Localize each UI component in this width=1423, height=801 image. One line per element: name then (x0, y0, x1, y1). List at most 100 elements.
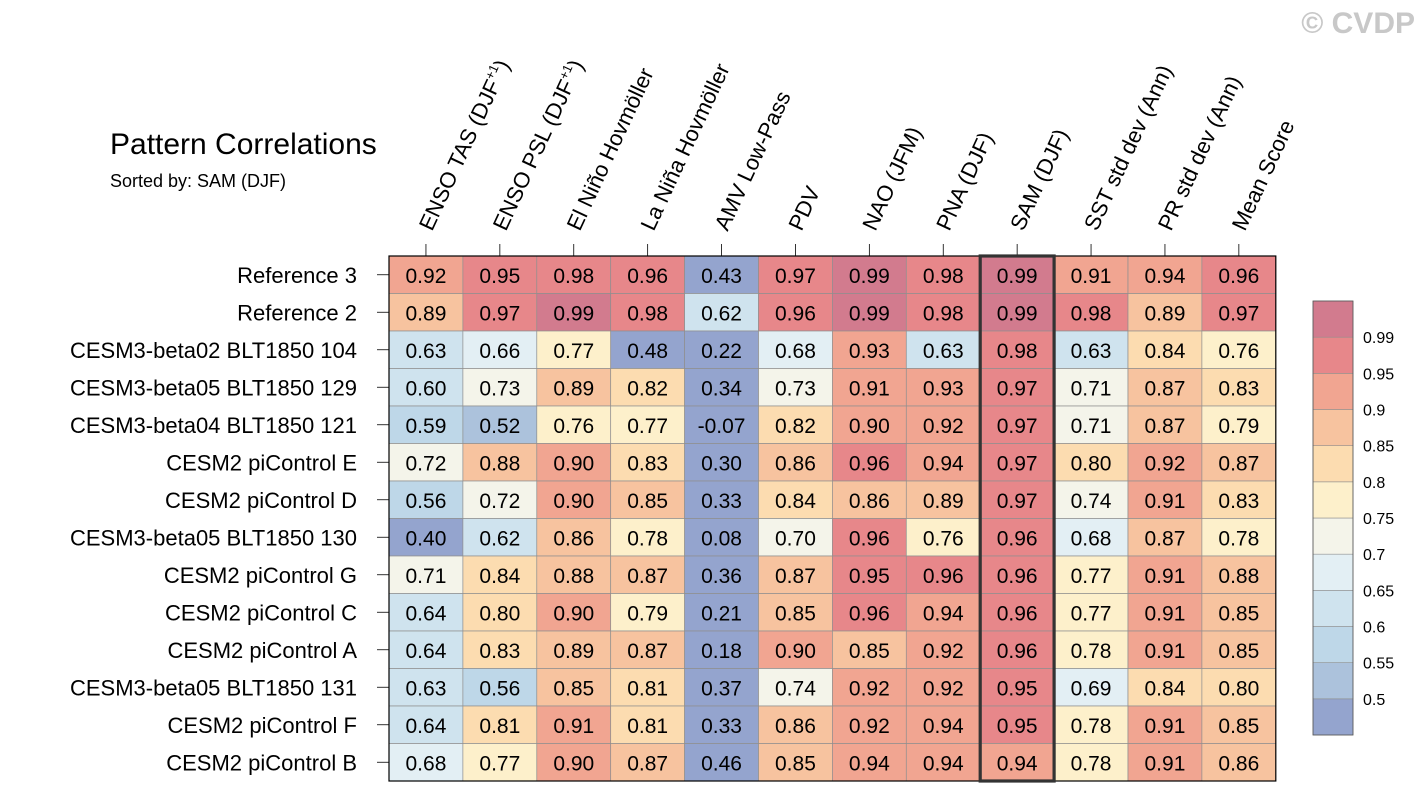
cell-value: 0.80 (1071, 452, 1112, 475)
cell-value: 0.94 (997, 752, 1038, 775)
cell-value: 0.78 (1071, 640, 1112, 663)
cell-value: 0.96 (997, 565, 1038, 588)
cell-value: 0.96 (923, 565, 964, 588)
cell-value: 0.88 (1218, 565, 1259, 588)
cell-value: 0.97 (997, 415, 1038, 438)
cell-value: 0.76 (1218, 340, 1259, 363)
heatmap-cell (979, 255, 1055, 294)
cell-value: 0.80 (479, 602, 520, 625)
heatmap-cell (462, 705, 538, 744)
heatmap-cell (536, 368, 612, 407)
heatmap-cell (1127, 705, 1203, 744)
heatmap-cell (979, 330, 1055, 369)
cell-value: 0.52 (479, 415, 520, 438)
row-label-cesm2-picontrol-g: CESM2 piControl G (164, 563, 357, 588)
colorbar-label: 0.6 (1363, 620, 1385, 637)
column-label-sam-djf: SAM (DJF) (1005, 125, 1074, 234)
cell-value: 0.97 (997, 490, 1038, 513)
heatmap-cell (1127, 668, 1203, 707)
heatmap-cell (758, 330, 833, 369)
cell-value: 0.98 (1071, 302, 1112, 325)
cell-value: 0.88 (479, 452, 520, 475)
cell-value: 0.63 (923, 340, 964, 363)
heatmap-cell (684, 743, 759, 782)
grid-border (388, 255, 1277, 782)
cell-value: 0.72 (406, 452, 447, 475)
cell-value: 0.87 (1218, 452, 1259, 475)
heatmap-cell (1201, 555, 1277, 594)
cell-value: 0.62 (479, 527, 520, 550)
cell-value: 0.91 (553, 715, 594, 738)
colorbar-segment (1312, 409, 1354, 446)
cell-value: 0.97 (479, 302, 520, 325)
cell-value: 0.80 (1218, 677, 1259, 700)
column-label-text: PNA (DJF) (931, 128, 998, 234)
cell-value: 0.73 (479, 377, 520, 400)
cell-value: 0.22 (701, 340, 742, 363)
heatmap-cell (684, 518, 759, 557)
heatmap-cell (758, 593, 833, 632)
cell-value: 0.97 (997, 452, 1038, 475)
cell-value: 0.74 (775, 677, 816, 700)
cell-value: 0.71 (1071, 415, 1112, 438)
heatmap-cell (610, 368, 685, 407)
cell-value: 0.94 (923, 715, 964, 738)
heatmap-cell (684, 443, 759, 482)
cell-value: 0.91 (1071, 265, 1112, 288)
heatmap-cell (979, 480, 1055, 519)
watermark: © CVDP (1301, 7, 1415, 40)
cell-value: 0.89 (406, 302, 447, 325)
heatmap-cell (832, 368, 907, 407)
row-label-cesm2-picontrol-f: CESM2 piControl F (167, 713, 357, 738)
heatmap-cell (832, 743, 907, 782)
cell-value: 0.85 (1218, 715, 1259, 738)
row-label-cesm2-picontrol-d: CESM2 piControl D (165, 488, 357, 513)
cell-value: 0.97 (1218, 302, 1259, 325)
column-label-text: ENSO PSL (DJF (488, 76, 580, 234)
cell-value: 0.33 (701, 490, 742, 513)
heatmap-cell (684, 668, 759, 707)
heatmap-cell (1127, 443, 1203, 482)
cell-value: 0.78 (1071, 752, 1112, 775)
heatmap-cell (758, 518, 833, 557)
cell-value: 0.95 (997, 715, 1038, 738)
cell-value: 0.84 (1145, 677, 1186, 700)
cell-value: 0.77 (1071, 565, 1112, 588)
cell-value: 0.86 (775, 452, 816, 475)
cell-value: -0.07 (698, 415, 746, 438)
cell-value: 0.92 (923, 677, 964, 700)
colorbar-label: 0.7 (1363, 547, 1385, 564)
colorbar-label: 0.8 (1363, 475, 1385, 492)
cell-value: 0.77 (479, 752, 520, 775)
heatmap-cell (1201, 630, 1277, 669)
column-label-superscript: +1 (482, 62, 502, 82)
heatmap-cell (536, 668, 612, 707)
heatmap-cell (610, 593, 685, 632)
heatmap-cell (1053, 668, 1129, 707)
heatmap-cell (1053, 405, 1129, 444)
cell-value: 0.77 (627, 415, 668, 438)
cell-value: 0.97 (775, 265, 816, 288)
heatmap-cell (536, 255, 612, 294)
heatmap-cell (1127, 368, 1203, 407)
heatmap-cell (536, 293, 612, 332)
row-label-cesm3-beta05-blt1850-129: CESM3-beta05 BLT1850 129 (70, 375, 357, 400)
heatmap-cell (758, 668, 833, 707)
heatmap-cell (905, 743, 981, 782)
colorbar-segment (1312, 590, 1354, 627)
colorbar-label: 0.75 (1363, 511, 1394, 528)
cell-value: 0.96 (627, 265, 668, 288)
cell-value: 0.98 (627, 302, 668, 325)
cell-value: 0.68 (775, 340, 816, 363)
cell-value: 0.96 (849, 452, 890, 475)
cell-value: 0.94 (1145, 265, 1186, 288)
heatmap-cell (1201, 293, 1277, 332)
cell-value: 0.95 (997, 677, 1038, 700)
heatmap-cell (758, 480, 833, 519)
heatmap-cell (758, 705, 833, 744)
heatmap-cell (1127, 630, 1203, 669)
heatmap-cell (979, 555, 1055, 594)
colorbar-label: 0.99 (1363, 330, 1394, 347)
heatmap-cell (536, 480, 612, 519)
column-label-text: SAM (DJF) (1005, 125, 1074, 234)
